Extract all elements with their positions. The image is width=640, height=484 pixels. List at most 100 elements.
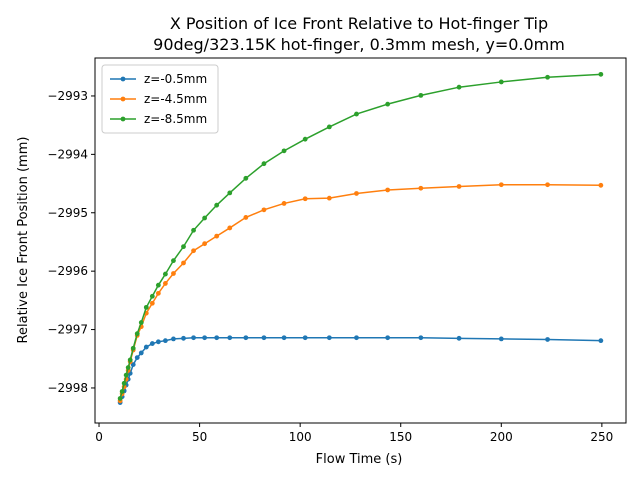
data-point xyxy=(243,175,249,181)
y-tick-label: −2994 xyxy=(47,147,88,161)
data-point xyxy=(181,260,186,266)
data-point xyxy=(302,335,308,341)
data-point xyxy=(143,304,149,310)
data-point xyxy=(498,182,504,188)
data-point xyxy=(171,336,176,342)
data-point xyxy=(125,365,131,370)
data-point xyxy=(498,79,504,85)
legend-marker xyxy=(120,116,126,122)
legend-label: z=-0.5mm xyxy=(144,72,207,86)
data-point xyxy=(498,336,504,342)
data-point xyxy=(130,345,136,351)
data-point xyxy=(456,184,462,189)
x-tick-label: 100 xyxy=(289,430,312,444)
data-point xyxy=(181,244,186,250)
data-point xyxy=(181,335,186,341)
x-tick-label: 250 xyxy=(590,430,613,444)
data-point xyxy=(418,335,424,341)
data-point xyxy=(138,320,144,325)
data-point xyxy=(143,344,149,350)
y-tick-label: −2993 xyxy=(47,89,88,103)
x-tick-label: 0 xyxy=(95,430,103,444)
data-point xyxy=(326,124,332,130)
data-point xyxy=(354,191,359,196)
plot-frame xyxy=(94,57,627,424)
data-point xyxy=(202,241,208,247)
data-point xyxy=(227,335,233,341)
data-point xyxy=(281,148,287,154)
data-point xyxy=(119,389,125,394)
data-series xyxy=(117,71,604,405)
data-point xyxy=(281,335,287,341)
data-point xyxy=(598,71,604,77)
data-point xyxy=(598,338,604,344)
data-point xyxy=(155,282,161,288)
data-point xyxy=(418,92,424,98)
data-point xyxy=(302,136,308,142)
data-point xyxy=(162,338,168,344)
data-point xyxy=(130,362,136,367)
data-point xyxy=(227,190,233,196)
data-point xyxy=(545,182,550,188)
data-point xyxy=(162,271,168,277)
data-point xyxy=(545,74,550,80)
data-point xyxy=(134,355,140,360)
data-point xyxy=(385,187,391,193)
axes: 0 50 100 150 200 250 −2998 −2997 −2996 −2995 −2994… xyxy=(47,89,613,444)
legend-marker xyxy=(120,96,126,102)
data-point xyxy=(456,335,462,341)
legend-box xyxy=(101,64,219,134)
data-point xyxy=(171,271,176,276)
data-point xyxy=(171,258,176,264)
data-point xyxy=(214,335,220,341)
legend: z=-0.5mm z=-4.5mm z=-8.5mm xyxy=(101,64,219,134)
data-point xyxy=(227,225,233,231)
data-point xyxy=(155,290,161,296)
y-tick-label: −2996 xyxy=(47,264,88,278)
legend-label: z=-4.5mm xyxy=(144,92,207,106)
data-point xyxy=(243,215,249,220)
data-point xyxy=(302,196,308,202)
y-tick-label: −2995 xyxy=(47,206,88,220)
x-tick-label: 200 xyxy=(490,430,513,444)
chart-title-line-1: X Position of Ice Front Relative to Hot-… xyxy=(170,14,548,33)
data-point xyxy=(326,195,332,201)
data-point xyxy=(123,372,129,378)
data-point xyxy=(545,337,550,342)
data-point xyxy=(598,182,604,188)
data-point xyxy=(149,300,155,306)
y-tick-label: −2998 xyxy=(47,381,88,395)
x-axis-label: Flow Time (s) xyxy=(316,452,403,467)
data-point xyxy=(117,396,123,401)
data-point xyxy=(214,233,220,239)
y-axis-label: Relative Ice Front Position (mm) xyxy=(16,137,31,344)
data-point xyxy=(191,248,196,254)
legend-label: z=-8.5mm xyxy=(144,112,207,126)
data-point xyxy=(138,350,144,356)
data-point xyxy=(354,335,359,341)
data-point xyxy=(202,215,208,221)
data-point xyxy=(261,207,267,213)
data-point xyxy=(243,335,249,341)
legend-marker xyxy=(120,76,126,82)
data-point xyxy=(121,380,127,386)
data-point xyxy=(127,357,133,363)
series-z-8-5mm xyxy=(117,71,604,401)
data-point xyxy=(155,339,161,345)
data-point xyxy=(191,227,196,233)
data-point xyxy=(214,202,220,208)
data-point xyxy=(202,335,208,341)
data-point xyxy=(326,335,332,341)
data-point xyxy=(261,335,267,341)
data-point xyxy=(456,84,462,90)
data-point xyxy=(418,185,424,191)
data-point xyxy=(162,281,168,286)
chart-title-line-2: 90deg/323.15K hot-finger, 0.3mm mesh, y=… xyxy=(153,35,565,54)
y-tick-label: −2997 xyxy=(47,323,88,337)
data-point xyxy=(261,161,267,167)
data-point xyxy=(149,341,155,346)
data-point xyxy=(354,111,359,117)
